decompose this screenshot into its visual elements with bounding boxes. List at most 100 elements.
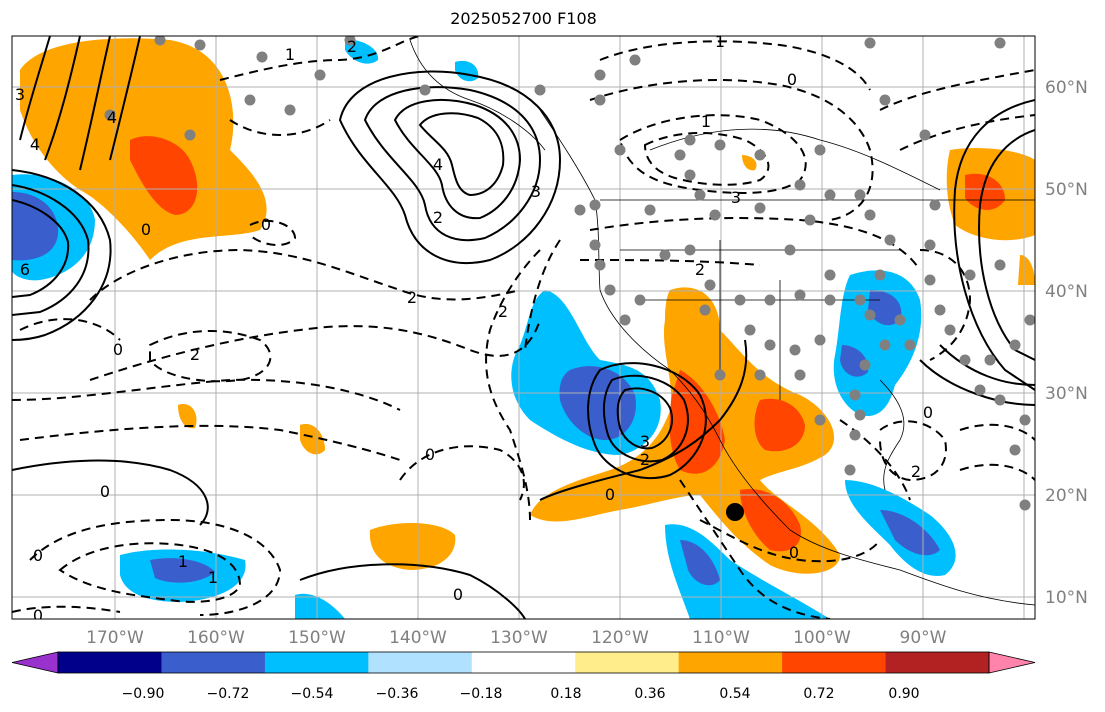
contour-label: 0 — [261, 215, 271, 234]
station-dot — [534, 84, 546, 96]
colorbar-label: 0.18 — [550, 686, 581, 702]
station-dot — [764, 294, 776, 306]
station-dot — [919, 129, 931, 141]
station-dot — [904, 339, 916, 351]
contour-label: 3 — [640, 432, 650, 451]
colorbar-label: 0.90 — [888, 686, 919, 702]
latitude-labels: 60°N 50°N 40°N 30°N 20°N 10°N — [1045, 78, 1088, 608]
station-dot — [974, 384, 986, 396]
station-dot — [344, 36, 356, 46]
station-dot — [879, 339, 891, 351]
station-dot — [194, 39, 206, 51]
station-markers — [104, 36, 1035, 511]
contour-label: 2 — [407, 288, 417, 307]
contour-label: 0 — [33, 546, 43, 565]
station-dot — [284, 104, 296, 116]
station-dot — [854, 409, 866, 421]
contour-label: 0 — [923, 403, 933, 422]
station-dot — [154, 36, 166, 46]
dashed-contour-lines — [12, 36, 1035, 619]
station-dot — [104, 109, 116, 121]
contour-label: 2 — [911, 462, 921, 481]
lat-label: 40°N — [1045, 282, 1088, 302]
station-dot — [619, 314, 631, 326]
contour-label: 2 — [347, 37, 357, 56]
colorbar-extend-min — [11, 651, 59, 674]
map-frame — [11, 35, 1036, 620]
lon-label: 140°W — [389, 628, 447, 648]
station-dot — [314, 69, 326, 81]
station-dot — [634, 294, 646, 306]
station-dot — [994, 259, 1006, 271]
lon-label: 100°W — [793, 628, 851, 648]
station-dot — [256, 51, 268, 63]
station-dot — [1019, 414, 1031, 426]
station-dot — [744, 324, 756, 336]
contour-label: 2 — [640, 450, 650, 469]
lon-label: 90°W — [900, 628, 947, 648]
station-dot — [994, 37, 1006, 49]
station-dot — [684, 244, 696, 256]
colorbar-segment — [471, 652, 576, 673]
station-dot — [804, 214, 816, 226]
station-dot — [789, 344, 801, 356]
station-dot — [854, 189, 866, 201]
station-dot — [984, 354, 996, 366]
contour-label: 4 — [433, 155, 443, 174]
station-dot — [794, 289, 806, 301]
station-dot — [589, 239, 601, 251]
colorbar-frame — [57, 651, 990, 674]
station-dot — [814, 414, 826, 426]
location-marker — [726, 503, 744, 521]
colorbar-label: −0.36 — [376, 686, 419, 702]
longitude-labels: 170°W 160°W 150°W 140°W 130°W 120°W 110°… — [86, 628, 947, 648]
station-dot — [644, 204, 656, 216]
lat-label: 20°N — [1045, 486, 1088, 506]
station-dot — [754, 149, 766, 161]
colorbar-label: −0.90 — [122, 686, 165, 702]
colorbar-extend-max — [988, 651, 1036, 674]
station-dot — [594, 94, 606, 106]
station-dot — [574, 204, 586, 216]
station-dot — [589, 199, 601, 211]
station-dot — [924, 274, 936, 286]
station-dot — [604, 284, 616, 296]
station-dot — [944, 324, 956, 336]
station-dot — [924, 239, 936, 251]
station-dot — [814, 144, 826, 156]
station-dot — [684, 169, 696, 181]
station-dot — [849, 389, 861, 401]
colorbar — [11, 651, 1036, 674]
contour-label: 0 — [453, 585, 463, 604]
station-dot — [794, 369, 806, 381]
station-dot — [894, 314, 906, 326]
colorbar-label: 0.36 — [634, 686, 665, 702]
contour-label: 1 — [208, 568, 218, 587]
graticule — [12, 36, 1035, 619]
lon-label: 130°W — [490, 628, 548, 648]
station-dot — [884, 234, 896, 246]
lat-label: 30°N — [1045, 384, 1088, 404]
station-dot — [794, 179, 806, 191]
lon-label: 120°W — [591, 628, 649, 648]
station-dot — [824, 294, 836, 306]
station-dot — [419, 84, 431, 96]
station-dot — [934, 304, 946, 316]
contour-label: 2 — [498, 302, 508, 321]
lat-label: 10°N — [1045, 588, 1088, 608]
contour-label: 3 — [731, 188, 741, 207]
station-dot — [854, 294, 866, 306]
station-dot — [1009, 444, 1021, 456]
station-dot — [824, 189, 836, 201]
contour-lines — [12, 36, 1035, 619]
colorbar-labels: −0.90 −0.72 −0.54 −0.36 −0.18 0.18 0.36 … — [122, 686, 920, 702]
lon-label: 110°W — [692, 628, 750, 648]
station-dot — [704, 279, 716, 291]
contour-label: 4 — [30, 135, 40, 154]
station-dot — [684, 134, 696, 146]
station-dot — [1019, 499, 1031, 511]
station-dot — [864, 209, 876, 221]
station-dot — [709, 209, 721, 221]
station-dot — [814, 334, 826, 346]
